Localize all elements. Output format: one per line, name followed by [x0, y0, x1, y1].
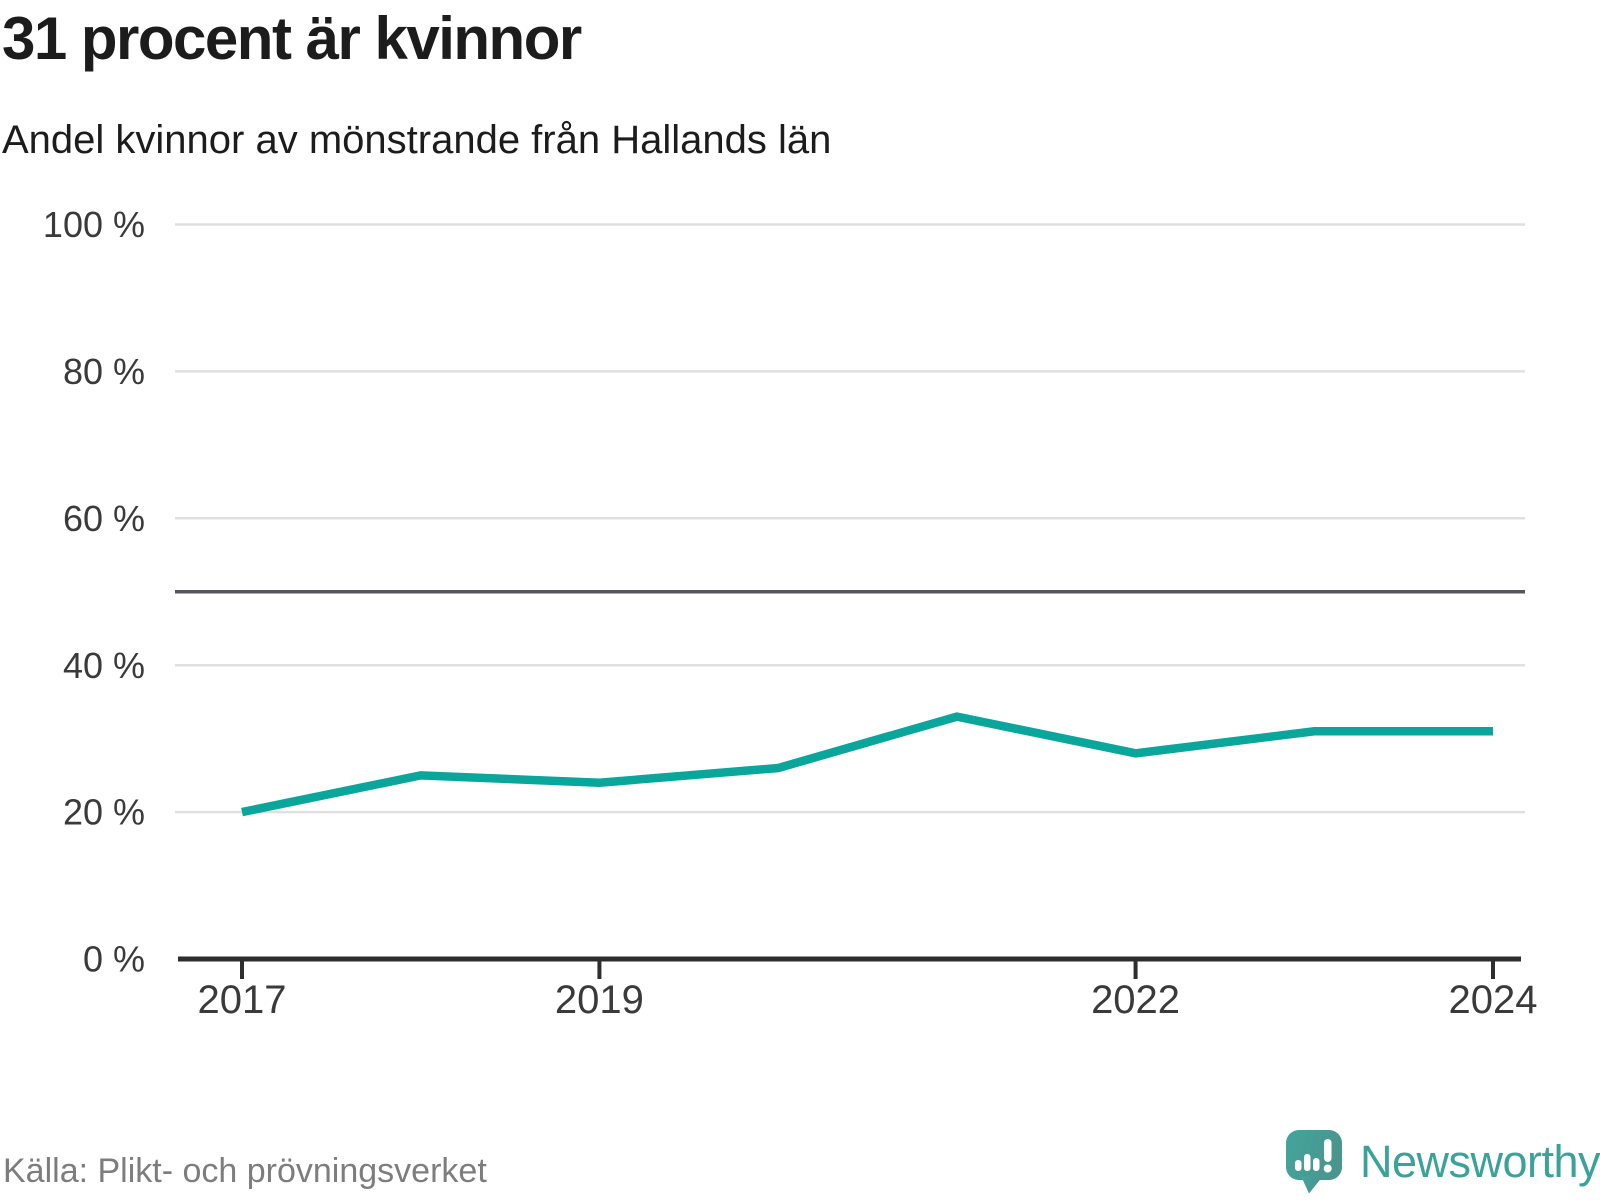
logo-bubble-tail — [1301, 1176, 1323, 1194]
chart-subtitle: Andel kvinnor av mönstrande från Halland… — [2, 118, 832, 162]
newsworthy-brand-name: Newsworthy — [1360, 1136, 1600, 1187]
y-tick-label-0: 0 % — [83, 939, 145, 980]
y-tick-label-40: 40 % — [63, 645, 145, 686]
x-tick-label-2019: 2019 — [555, 978, 644, 1022]
logo-bar-1 — [1295, 1160, 1302, 1171]
y-tick-label-80: 80 % — [63, 351, 145, 392]
logo-bar-3 — [1313, 1158, 1320, 1171]
logo-exclamation-dot — [1323, 1164, 1332, 1173]
y-tick-label-100: 100 % — [43, 204, 145, 245]
source-caption: Källa: Plikt- och prövningsverket — [3, 1152, 487, 1190]
x-tick-label-2024: 2024 — [1449, 978, 1538, 1022]
y-tick-label-20: 20 % — [63, 792, 145, 833]
newsworthy-logo-icon — [1286, 1130, 1342, 1194]
chart-title: 31 procent är kvinnor — [2, 5, 582, 72]
data-line — [241, 712, 1493, 817]
logo-exclamation-bar — [1324, 1139, 1332, 1162]
y-tick-label-60: 60 % — [63, 498, 145, 539]
logo-bubble — [1286, 1130, 1342, 1180]
x-tick-label-2022: 2022 — [1091, 978, 1180, 1022]
x-tick-label-2017: 2017 — [198, 978, 287, 1022]
newsworthy-brand: Newsworthy — [1286, 1130, 1600, 1194]
logo-bar-2 — [1304, 1154, 1311, 1171]
